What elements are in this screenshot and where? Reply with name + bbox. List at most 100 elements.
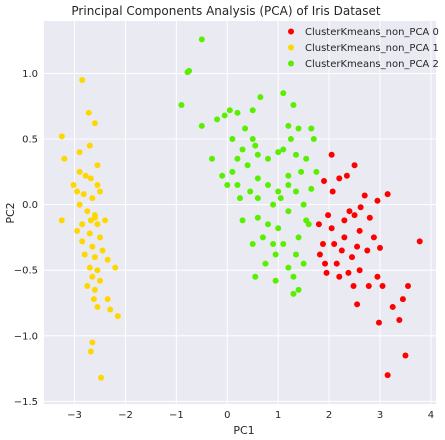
scatter-point-series-2 xyxy=(293,151,299,158)
scatter-point-series-2 xyxy=(287,136,294,143)
y-tick-label: −0.5 xyxy=(14,266,38,277)
scatter-point-series-0 xyxy=(396,317,403,324)
scatter-point-series-2 xyxy=(254,151,261,158)
scatter-point-series-1 xyxy=(98,374,105,381)
scatter-point-series-2 xyxy=(249,136,256,143)
scatter-point-series-0 xyxy=(316,251,323,258)
scatter-point-series-1 xyxy=(86,230,93,237)
scatter-point-series-1 xyxy=(102,217,109,224)
scatter-point-series-1 xyxy=(84,282,91,289)
y-tick-label: 1.0 xyxy=(22,69,38,80)
y-axis: −1.5 −1.0 −0.5 0.0 0.5 1.0 xyxy=(14,69,38,408)
scatter-point-series-0 xyxy=(356,267,363,274)
scatter-point-series-0 xyxy=(349,254,355,261)
scatter-point-series-2 xyxy=(303,155,310,162)
scatter-point-series-2 xyxy=(290,101,297,108)
scatter-point-series-1 xyxy=(86,142,93,149)
scatter-point-series-0 xyxy=(329,188,336,195)
scatter-point-series-1 xyxy=(76,201,83,208)
y-tick-label: −1.0 xyxy=(14,331,38,342)
scatter-point-series-0 xyxy=(370,234,377,241)
x-tick-label: 2 xyxy=(326,410,332,421)
scatter-point-series-2 xyxy=(308,185,315,192)
scatter-point-series-1 xyxy=(114,313,121,320)
scatter-point-series-2 xyxy=(242,125,249,132)
scatter-point-series-2 xyxy=(285,172,292,179)
x-axis: −3 −2 −1 0 1 2 3 4 xyxy=(67,410,434,421)
scatter-point-series-1 xyxy=(76,149,83,156)
scatter-point-series-0 xyxy=(315,221,322,228)
x-tick-label: −2 xyxy=(118,410,133,421)
scatter-point-series-2 xyxy=(270,201,277,208)
scatter-point-series-2 xyxy=(186,67,193,74)
scatter-point-series-2 xyxy=(295,286,302,293)
scatter-point-series-1 xyxy=(94,303,101,310)
scatter-point-series-0 xyxy=(379,282,386,289)
scatter-point-series-2 xyxy=(290,273,297,280)
scatter-point-series-1 xyxy=(90,296,97,303)
scatter-point-series-2 xyxy=(229,136,236,143)
scatter-point-series-2 xyxy=(259,234,266,241)
scatter-point-series-1 xyxy=(94,181,101,188)
scatter-point-series-1 xyxy=(86,264,93,271)
scatter-point-series-2 xyxy=(265,221,271,228)
scatter-point-series-0 xyxy=(384,191,391,198)
scatter-point-series-1 xyxy=(97,277,103,284)
legend-label: ClusterKmeans_non_PCA 2 xyxy=(305,59,439,70)
scatter-point-series-0 xyxy=(328,151,335,158)
scatter-point-series-0 xyxy=(351,212,358,219)
scatter-point-series-0 xyxy=(331,240,338,247)
scatter-point-series-2 xyxy=(277,195,284,202)
scatter-point-series-1 xyxy=(74,188,81,195)
scatter-point-series-2 xyxy=(257,94,264,101)
scatter-point-series-1 xyxy=(91,214,98,221)
scatter-point-series-1 xyxy=(79,221,86,228)
scatter-point-series-1 xyxy=(91,120,98,127)
scatter-point-series-0 xyxy=(341,217,348,224)
legend-marker xyxy=(288,28,294,35)
scatter-point-series-2 xyxy=(239,217,246,224)
scatter-point-series-2 xyxy=(254,195,261,202)
scatter-point-series-0 xyxy=(323,269,330,276)
scatter-point-series-1 xyxy=(89,339,96,346)
scatter-point-series-0 xyxy=(384,372,391,379)
scatter-point-series-2 xyxy=(300,260,307,267)
x-tick-label: 4 xyxy=(428,410,434,421)
scatter-point-series-0 xyxy=(338,247,345,254)
scatter-point-series-0 xyxy=(374,273,381,280)
scatter-point-series-1 xyxy=(58,133,65,140)
scatter-point-series-2 xyxy=(285,208,292,215)
scatter-point-series-2 xyxy=(305,221,312,228)
scatter-point-series-2 xyxy=(272,277,279,284)
scatter-point-series-1 xyxy=(87,175,94,182)
scatter-point-series-1 xyxy=(97,234,103,241)
y-axis-label: PC2 xyxy=(4,202,17,223)
chart-title: Principal Components Analysis (PCA) of I… xyxy=(71,4,380,18)
scatter-point-series-2 xyxy=(280,146,287,153)
scatter-point-series-2 xyxy=(254,175,261,182)
scatter-point-series-0 xyxy=(354,301,361,308)
scatter-point-series-2 xyxy=(262,260,269,267)
scatter-point-series-0 xyxy=(389,303,396,310)
scatter-point-series-1 xyxy=(80,191,87,198)
y-tick-label: −1.5 xyxy=(14,397,38,408)
scatter-point-series-2 xyxy=(285,264,292,271)
x-tick-label: −1 xyxy=(169,410,184,421)
scatter-point-series-0 xyxy=(354,243,361,250)
scatter-point-series-1 xyxy=(94,162,101,169)
scatter-point-series-2 xyxy=(313,168,320,175)
legend-marker xyxy=(288,60,294,67)
scatter-point-series-1 xyxy=(94,267,101,274)
scatter-point-series-2 xyxy=(300,201,307,208)
scatter-point-series-0 xyxy=(356,227,363,234)
scatter-point-series-0 xyxy=(364,247,371,254)
scatter-point-series-1 xyxy=(58,217,65,224)
scatter-point-series-1 xyxy=(104,256,111,263)
scatter-point-series-1 xyxy=(94,221,101,228)
scatter-point-series-2 xyxy=(254,214,261,221)
y-tick-label: 0.0 xyxy=(22,200,38,211)
scatter-point-series-2 xyxy=(237,195,243,202)
scatter-point-series-2 xyxy=(298,168,305,175)
scatter-point-series-2 xyxy=(293,251,299,258)
scatter-point-series-1 xyxy=(104,296,111,303)
